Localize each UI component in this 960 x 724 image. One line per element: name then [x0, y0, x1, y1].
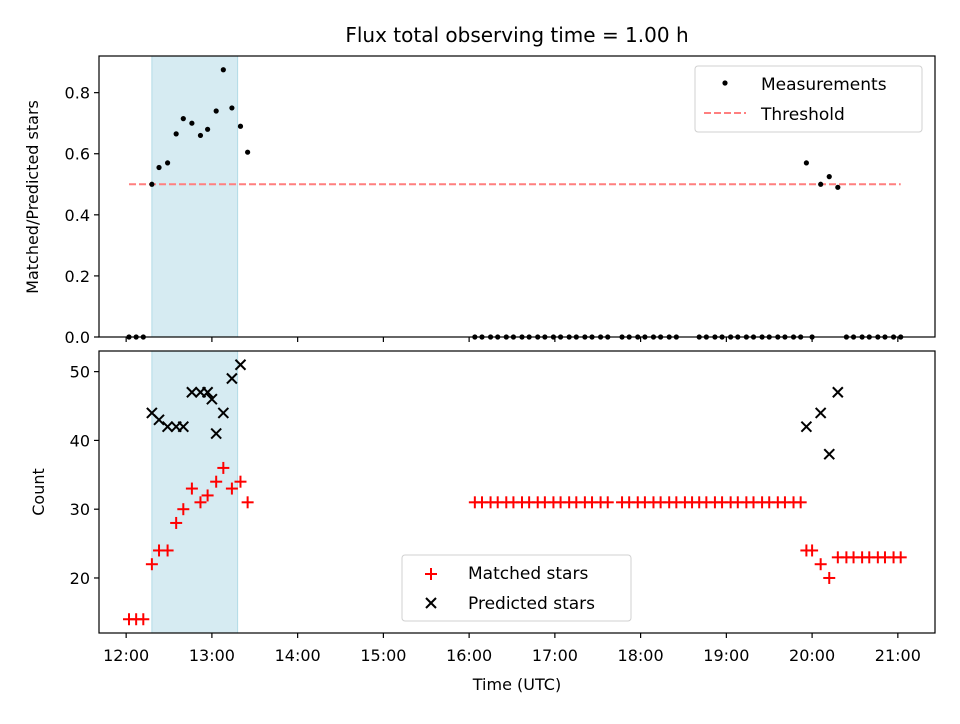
measurement-point	[173, 131, 179, 137]
bottom-legend: Matched stars Predicted stars	[401, 554, 632, 622]
predicted-star-point	[201, 386, 214, 398]
measurement-point	[229, 105, 235, 111]
matched-star-point	[823, 571, 836, 584]
measurement-point	[818, 181, 824, 187]
top-ytick-label: 0.6	[65, 145, 90, 164]
measurement-point	[803, 160, 809, 166]
bottom-panel: 20 30 40 50 12:00 13:00 14:00 15:00 16:00 17:00 18…	[29, 350, 936, 694]
measurement-point	[189, 120, 195, 126]
legend-matched-marker	[425, 568, 437, 580]
bottom-xtick-label: 12:00	[103, 646, 149, 665]
matched-star-point	[241, 496, 254, 509]
bottom-plot-frame	[98, 350, 936, 634]
bottom-xtick-label: 16:00	[446, 646, 492, 665]
measurement-point	[245, 149, 251, 155]
matched-star-point	[806, 544, 819, 557]
predicted-star-point	[206, 393, 218, 405]
matched-star-point	[234, 475, 247, 488]
predicted-star-point	[177, 420, 190, 433]
matched-star-point	[814, 558, 827, 571]
predicted-star-point	[153, 414, 165, 426]
matched-star-point	[217, 461, 230, 474]
predicted-star-point	[823, 448, 835, 460]
top-ytick-label: 0.0	[65, 328, 90, 347]
measurement-point	[220, 67, 226, 73]
measurement-point	[197, 132, 204, 139]
matched-star-point	[161, 544, 174, 557]
top-ytick-label: 0.8	[65, 84, 90, 103]
bottom-highlight-span	[151, 350, 239, 634]
predicted-star-point	[210, 427, 222, 440]
matched-star-point	[601, 496, 614, 509]
measurement-point	[156, 164, 162, 171]
top-panel: 0.00.20.40.60.8 Matched/Predicted stars …	[23, 55, 936, 347]
bottom-ytick-label: 20	[70, 569, 90, 588]
measurement-point	[149, 181, 155, 187]
predicted-star-point	[226, 372, 238, 385]
measurement-point	[835, 184, 841, 190]
bottom-xtick-label: 18:00	[618, 646, 664, 665]
bottom-legend-box	[401, 554, 632, 622]
bottom-ytick-label: 40	[70, 431, 90, 450]
measurement-point	[237, 123, 244, 129]
measurement-point	[205, 126, 211, 132]
predicted-star-point	[161, 420, 174, 433]
bottom-xlabel: Time (UTC)	[472, 675, 561, 694]
matched-star-point	[894, 551, 907, 564]
chart-title: Flux total observing time = 1.00 h	[345, 23, 688, 47]
predicted-star-point	[186, 386, 198, 398]
matched-star-point	[145, 558, 158, 571]
matched-star-point	[794, 496, 807, 509]
legend-measurements-label: Measurements	[761, 75, 887, 95]
matched-star-point	[210, 475, 223, 488]
predicted-star-point	[814, 407, 827, 419]
bottom-xtick-label: 15:00	[360, 646, 406, 665]
matched-star-point	[177, 503, 190, 516]
bottom-ytick-label: 30	[70, 500, 90, 519]
legend-predicted-label: Predicted stars	[468, 594, 595, 614]
measurement-point	[826, 174, 832, 180]
top-legend: Measurements Threshold	[694, 65, 923, 133]
bottom-xtick-label: 17:00	[532, 646, 578, 665]
matched-star-point	[194, 496, 207, 509]
top-legend-box	[694, 65, 923, 133]
matched-star-point	[137, 613, 150, 626]
top-ylabel: Matched/Predicted stars	[23, 100, 42, 294]
top-ytick-label: 0.2	[65, 267, 90, 286]
top-ytick-label: 0.4	[65, 206, 90, 225]
matched-star-point	[225, 482, 238, 495]
bottom-ylabel: Count	[29, 468, 48, 516]
matched-star-point	[201, 489, 214, 502]
bottom-xtick-label: 14:00	[275, 646, 321, 665]
legend-threshold-label: Threshold	[760, 105, 845, 125]
bottom-xtick-label: 20:00	[789, 646, 835, 665]
measurement-point	[213, 108, 219, 114]
top-highlight-span	[151, 55, 239, 338]
matched-star-point	[170, 516, 183, 529]
predicted-star-point	[234, 359, 247, 371]
predicted-star-point	[832, 386, 844, 398]
bottom-xtick-label: 13:00	[189, 646, 235, 665]
top-plot-frame	[98, 55, 936, 338]
measurement-point	[164, 160, 171, 166]
legend-predicted-marker	[425, 597, 437, 609]
legend-measurements-marker	[722, 80, 728, 86]
matched-star-point	[185, 482, 198, 495]
measurement-point	[180, 116, 186, 122]
predicted-star-point	[217, 407, 230, 419]
legend-matched-label: Matched stars	[468, 564, 588, 584]
bottom-ytick-label: 50	[70, 363, 90, 382]
bottom-xtick-label: 19:00	[703, 646, 749, 665]
bottom-xtick-label: 21:00	[875, 646, 921, 665]
predicted-star-point	[800, 420, 813, 433]
